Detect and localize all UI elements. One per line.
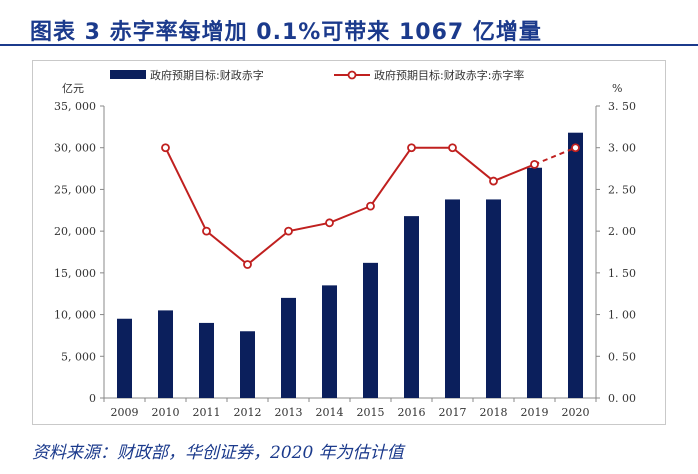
y-left-unit-label: 亿元 [62, 82, 84, 95]
legend-swatch-bar [110, 70, 146, 79]
x-tick-label: 2013 [275, 406, 303, 419]
line-point [448, 143, 457, 153]
y-right-tick-label: 1. 00 [608, 309, 636, 322]
y-right-tick-label: 0. 00 [608, 392, 636, 405]
bar [404, 216, 419, 398]
y-left-tick-label: 10, 000 [54, 309, 96, 322]
x-tick-label: 2010 [152, 406, 180, 419]
x-tick-label: 2020 [562, 406, 590, 419]
bar [363, 262, 378, 398]
x-tick-label: 2011 [193, 406, 221, 419]
x-tick-label: 2012 [234, 406, 262, 419]
bar [240, 331, 255, 398]
bar [527, 167, 542, 398]
y-right-tick-label: 3. 50 [608, 100, 636, 113]
title-bar: 图表 3 赤字率每增加 0.1%可带来 1067 亿增量 [0, 0, 698, 46]
line-point [571, 143, 580, 153]
y-left-tick-label: 20, 000 [54, 225, 96, 238]
bar [568, 132, 583, 398]
x-tick-label: 2014 [316, 406, 344, 419]
bar [158, 310, 173, 398]
y-left-tick-label: 15, 000 [54, 267, 96, 280]
bar [486, 199, 501, 398]
bar [445, 199, 460, 398]
line-point [284, 226, 293, 236]
line-point [161, 143, 170, 153]
y-left-tick-label: 0 [89, 392, 96, 405]
y-left-tick-label: 5, 000 [61, 350, 96, 363]
bar [199, 322, 214, 398]
series-line-estimate [534, 146, 576, 166]
x-tick-label: 2019 [521, 406, 549, 419]
legend-label-line: 政府预期目标:财政赤字:赤字率 [374, 68, 524, 82]
y-right-unit-label: % [612, 82, 622, 95]
x-tick-label: 2015 [357, 406, 385, 419]
x-tick-label: 2016 [398, 406, 426, 419]
y-right-tick-label: 2. 50 [608, 183, 636, 196]
source-note: 资料来源：财政部，华创证券，2020 年为估计值 [32, 443, 404, 463]
y-left-tick-label: 30, 000 [54, 142, 96, 155]
x-tick-label: 2009 [111, 406, 139, 419]
line-point [489, 176, 498, 186]
y-right-tick-label: 0. 50 [608, 350, 636, 363]
bar [117, 318, 132, 398]
line-point [407, 143, 416, 153]
y-left-tick-label: 35, 000 [54, 100, 96, 113]
x-tick-label: 2017 [439, 406, 467, 419]
line-point [243, 260, 252, 269]
line-point [202, 226, 211, 236]
y-right-tick-label: 3. 00 [608, 142, 636, 155]
y-right-tick-label: 2. 00 [608, 225, 636, 238]
line-point [530, 159, 539, 169]
bar [281, 297, 296, 398]
line-point [325, 218, 334, 228]
bar [322, 285, 337, 398]
chart-title: 图表 3 赤字率每增加 0.1%可带来 1067 亿增量 [30, 20, 542, 45]
y-right-tick-label: 1. 50 [608, 267, 636, 280]
x-tick-label: 2018 [480, 406, 508, 419]
chart-frame [32, 60, 666, 425]
legend-swatch-marker [347, 70, 357, 80]
legend-label-bar: 政府预期目标:财政赤字 [150, 68, 264, 82]
series-line [164, 146, 535, 266]
line-point [366, 201, 375, 211]
y-left-tick-label: 25, 000 [54, 183, 96, 196]
